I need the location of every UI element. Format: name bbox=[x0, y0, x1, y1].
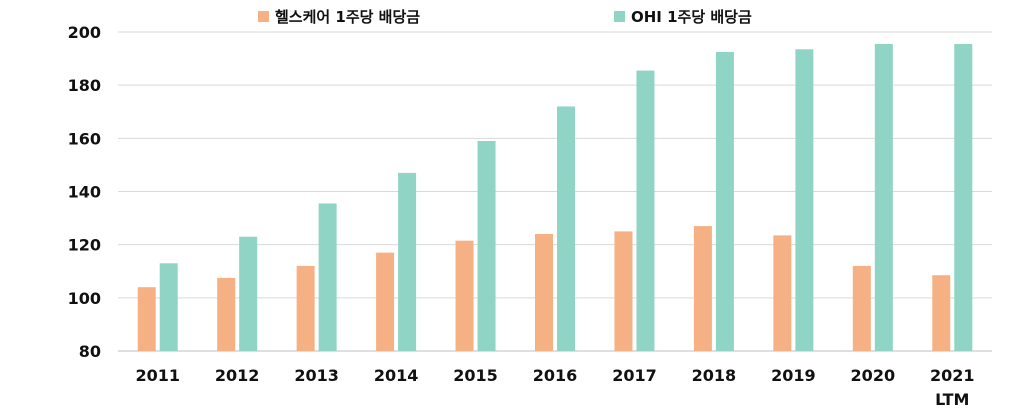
x-tick-label: 2011 bbox=[135, 366, 180, 385]
legend-item-ohi: OHI 1주당 배당금 bbox=[614, 6, 752, 27]
y-tick-label: 120 bbox=[68, 236, 101, 255]
x-tick-label: 2013 bbox=[294, 366, 339, 385]
bar-healthcare bbox=[773, 235, 792, 351]
legend-label-ohi: OHI 1주당 배당금 bbox=[631, 8, 752, 26]
bar-healthcare bbox=[455, 240, 474, 351]
legend-item-healthcare: 헬스케어 1주당 배당금 bbox=[258, 6, 420, 27]
y-tick-label: 200 bbox=[68, 23, 101, 42]
bar-healthcare bbox=[217, 277, 236, 351]
bar-healthcare bbox=[693, 226, 712, 351]
bar-ohi bbox=[318, 203, 337, 351]
x-tick-label: 2014 bbox=[374, 366, 419, 385]
bar-healthcare bbox=[376, 252, 395, 351]
bar-ohi bbox=[795, 49, 814, 351]
legend-swatch-healthcare bbox=[258, 11, 269, 22]
x-tick-label: 2019 bbox=[771, 366, 816, 385]
bar-healthcare bbox=[932, 275, 951, 351]
bar-ohi bbox=[954, 43, 973, 352]
bar-healthcare bbox=[535, 234, 553, 351]
bar-ohi bbox=[159, 263, 178, 351]
legend-label-healthcare: 헬스케어 1주당 배당금 bbox=[275, 8, 421, 26]
y-tick-label: 160 bbox=[68, 129, 101, 148]
x-tick-label: 2012 bbox=[215, 366, 260, 385]
y-tick-label: 100 bbox=[68, 289, 101, 308]
x-tick-label: 2015 bbox=[453, 366, 498, 385]
bar-healthcare bbox=[137, 287, 156, 351]
bar-ohi bbox=[715, 51, 734, 351]
bar-ohi bbox=[239, 236, 258, 351]
y-tick-label: 180 bbox=[68, 76, 101, 95]
bar-ohi bbox=[477, 140, 496, 351]
x-tick-label: 2016 bbox=[533, 366, 578, 385]
bar-healthcare bbox=[852, 265, 871, 351]
legend-swatch-ohi bbox=[614, 11, 625, 22]
x-tick-label: 2017 bbox=[612, 366, 657, 385]
y-tick-label: 140 bbox=[68, 183, 101, 202]
x-tick-label: 2018 bbox=[692, 366, 737, 385]
bar-healthcare bbox=[614, 231, 633, 351]
legend: 헬스케어 1주당 배당금 OHI 1주당 배당금 bbox=[0, 6, 1015, 28]
y-tick-label: 80 bbox=[79, 342, 101, 361]
x-tick-label: 2021 bbox=[930, 366, 975, 385]
bar-ohi bbox=[557, 106, 575, 351]
bar-ohi bbox=[874, 43, 893, 352]
bar-ohi bbox=[398, 172, 417, 351]
x-tick-label: 2020 bbox=[851, 366, 896, 385]
bar-ohi bbox=[636, 70, 655, 351]
bar-healthcare bbox=[296, 265, 315, 351]
x-tick-label: LTM bbox=[935, 390, 969, 409]
